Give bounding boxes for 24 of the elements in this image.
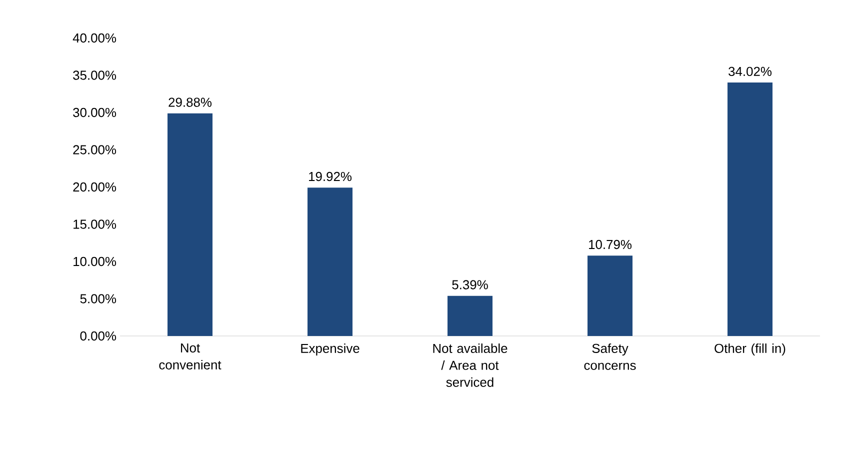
y-tick-label: 40.00% [72,33,116,43]
bar [448,296,493,336]
data-label: 10.79% [589,240,632,250]
x-tick-label: Safety concerns [584,343,636,370]
y-tick-label: 25.00% [73,145,116,154]
bar [588,256,633,336]
y-tick-label: 10.00% [74,256,116,266]
y-tick-label: 0.00% [80,331,116,341]
x-tick-label: Other (fill in) [714,343,786,356]
bar [168,113,213,336]
data-label: 19.92% [309,172,352,182]
x-tick-label: Not convenient [159,343,222,370]
bar [308,188,353,336]
data-label: 34.02% [728,66,772,76]
y-tick-label: 15.00% [74,220,116,229]
x-tick-label: Not available / Area not serviced [433,343,508,387]
data-label: 5.39% [452,280,488,290]
y-tick-label: 5.00% [80,294,116,304]
y-tick-label: 20.00% [73,182,116,192]
y-tick-label: 35.00% [73,70,116,80]
y-tick-label: 30.00% [73,108,116,118]
data-label: 29.88% [168,98,212,107]
x-tick-label: Expensive [301,343,360,356]
bar [728,82,773,336]
